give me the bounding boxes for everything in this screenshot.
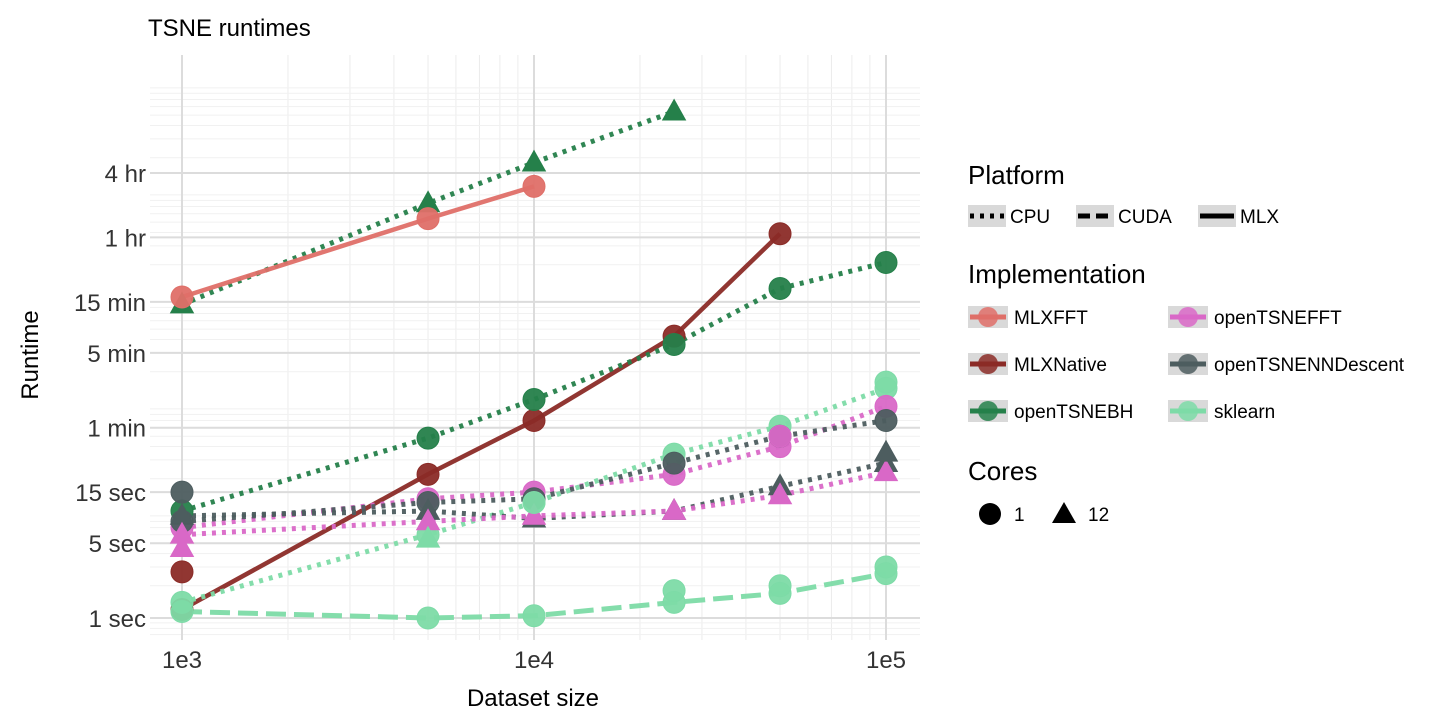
series-lines bbox=[180, 109, 887, 621]
data-point-opentsnebh-1core bbox=[522, 388, 546, 412]
data-point-mlxfft-1core bbox=[170, 285, 194, 309]
legend-label-sklearn: sklearn bbox=[1214, 402, 1275, 423]
data-point-opentsnenndescent-1core bbox=[874, 409, 898, 433]
legend-title-implementation: Implementation bbox=[968, 259, 1146, 289]
legend-label-cores-12: 12 bbox=[1088, 505, 1109, 526]
legend-key-point bbox=[978, 354, 998, 374]
data-point-sklearn-1core bbox=[768, 574, 792, 598]
series-line-sklearn-cuda bbox=[181, 571, 887, 621]
legend-cores-items: 1 12 bbox=[979, 502, 1109, 526]
legend-key-point bbox=[978, 401, 998, 421]
data-point-mlxnative-1core bbox=[170, 560, 194, 584]
x-axis-title: Dataset size bbox=[467, 685, 599, 712]
x-tick-label: 1e5 bbox=[866, 647, 906, 674]
data-point-mlxnative-1core bbox=[522, 409, 546, 433]
legend-title-cores: Cores bbox=[968, 456, 1037, 486]
y-tick-label: 5 sec bbox=[89, 531, 146, 558]
data-point-opentsnefft-1core bbox=[768, 424, 792, 448]
legend-key-triangle bbox=[1052, 502, 1076, 523]
data-point-sklearn-1core bbox=[522, 604, 546, 628]
legend-key-background bbox=[1076, 205, 1114, 227]
data-point-sklearn-1core bbox=[874, 370, 898, 394]
data-point-opentsnebh-1core bbox=[662, 332, 686, 356]
legend: Platform CPU CUDA MLX Implementation MLXFF… bbox=[968, 160, 1405, 526]
data-point-sklearn-1core bbox=[170, 600, 194, 624]
series-points bbox=[169, 98, 899, 630]
legend-label-opentsnenndescent: openTSNENNDescent bbox=[1214, 355, 1405, 376]
data-point-opentsnebh-1core bbox=[874, 250, 898, 274]
legend-key-point bbox=[1178, 354, 1198, 374]
y-tick-label: 4 hr bbox=[105, 161, 146, 188]
data-point-opentsnebh-1core bbox=[768, 276, 792, 300]
legend-label-mlxfft: MLXFFT bbox=[1014, 308, 1088, 329]
data-point-opentsnenndescent-1core bbox=[170, 480, 194, 504]
legend-key-point bbox=[1178, 307, 1198, 327]
data-point-mlxnative-1core bbox=[416, 462, 440, 486]
data-point-opentsnebh-12cores bbox=[521, 149, 547, 172]
series-line-opentsnefft-cpu bbox=[181, 469, 887, 538]
y-tick-label: 1 sec bbox=[89, 606, 146, 633]
legend-label-opentsnefft: openTSNEFFT bbox=[1214, 308, 1342, 329]
data-point-opentsnefft-12cores bbox=[873, 459, 899, 482]
series-line-opentsnefft-cpu bbox=[181, 404, 887, 531]
data-point-opentsnenndescent-12cores bbox=[873, 439, 899, 462]
legend-label-cpu: CPU bbox=[1010, 207, 1050, 228]
legend-key-background bbox=[968, 205, 1006, 227]
series-line-opentsnebh-cpu bbox=[181, 260, 887, 514]
data-point-opentsnefft-12cores bbox=[169, 535, 195, 557]
y-tick-label: 1 hr bbox=[105, 225, 146, 252]
legend-label-cores-1: 1 bbox=[1014, 505, 1025, 526]
y-axis-ticks: 1 sec 5 sec 15 sec 1 min 5 min 15 min 1 hr 4 hr bbox=[74, 161, 146, 633]
legend-key-circle bbox=[979, 503, 1001, 525]
series-line-opentsnebh-cpu bbox=[181, 109, 675, 307]
y-tick-label: 1 min bbox=[87, 416, 146, 443]
data-point-sklearn-12cores bbox=[415, 525, 441, 548]
legend-key-point bbox=[978, 307, 998, 327]
data-point-opentsnenndescent-1core bbox=[662, 451, 686, 475]
legend-key-point bbox=[1178, 401, 1198, 421]
y-axis-title: Runtime bbox=[17, 310, 44, 399]
chart-title: TSNE runtimes bbox=[148, 15, 311, 42]
data-point-opentsnebh-12cores bbox=[661, 98, 687, 121]
series-line-sklearn-cpu bbox=[181, 385, 887, 605]
data-point-opentsnebh-1core bbox=[416, 426, 440, 450]
data-point-sklearn-1core bbox=[522, 491, 546, 515]
legend-label-mlx: MLX bbox=[1240, 207, 1279, 228]
x-axis-ticks: 1e3 1e4 1e5 bbox=[162, 647, 906, 674]
data-point-sklearn-1core bbox=[662, 579, 686, 603]
legend-implementation-items: MLXFFT openTSNEFFT MLXNative openTSNENNDesc… bbox=[968, 306, 1405, 423]
data-point-mlxfft-1core bbox=[522, 174, 546, 198]
y-tick-label: 15 min bbox=[74, 290, 146, 317]
x-tick-label: 1e3 bbox=[162, 647, 202, 674]
data-point-opentsnefft-12cores bbox=[521, 502, 547, 525]
x-tick-label: 1e4 bbox=[514, 647, 554, 674]
data-point-opentsnefft-12cores bbox=[767, 482, 793, 505]
data-point-sklearn-1core bbox=[416, 606, 440, 630]
y-tick-label: 15 sec bbox=[75, 480, 146, 507]
legend-platform-items: CPU CUDA MLX bbox=[968, 205, 1279, 228]
data-point-mlxfft-1core bbox=[416, 207, 440, 231]
y-tick-label: 5 min bbox=[87, 341, 146, 368]
data-point-sklearn-1core bbox=[874, 555, 898, 579]
legend-title-platform: Platform bbox=[968, 160, 1065, 190]
legend-label-cuda: CUDA bbox=[1118, 207, 1172, 228]
legend-label-opentsnebh: openTSNEBH bbox=[1014, 402, 1133, 423]
legend-label-mlxnative: MLXNative bbox=[1014, 355, 1107, 376]
data-point-mlxnative-1core bbox=[768, 222, 792, 246]
data-point-opentsnefft-12cores bbox=[661, 497, 687, 520]
